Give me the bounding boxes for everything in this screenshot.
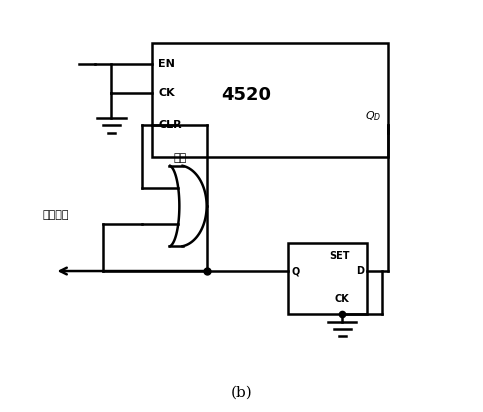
Bar (152, 43, 388, 157)
Text: CK: CK (158, 89, 175, 98)
Text: D: D (356, 266, 364, 276)
Text: $Q_D$: $Q_D$ (365, 110, 382, 123)
Text: 4520: 4520 (221, 86, 271, 104)
Text: SET: SET (329, 251, 350, 261)
Text: EN: EN (158, 59, 175, 69)
Text: (b): (b) (230, 386, 253, 400)
Text: 外部清零: 外部清零 (43, 210, 69, 220)
Text: 清零: 清零 (174, 153, 187, 163)
Bar (288, 243, 368, 314)
Text: CLR: CLR (158, 120, 182, 130)
Text: CK: CK (335, 295, 350, 304)
Text: Q: Q (292, 266, 300, 276)
